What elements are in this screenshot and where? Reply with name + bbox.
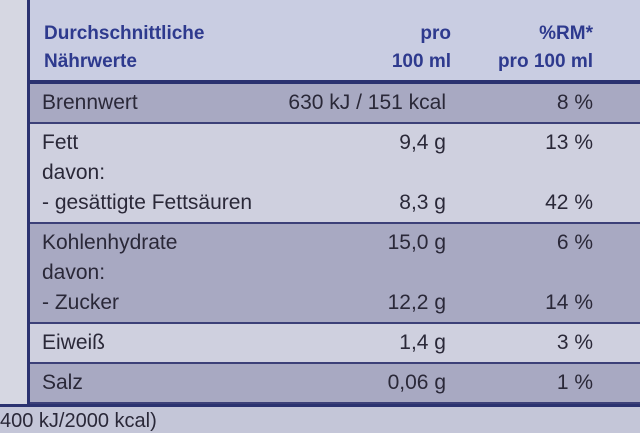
table-row: Salz 0,06 g 1 %	[30, 368, 640, 398]
amount-cell: 630 kJ / 151 kcal	[288, 91, 446, 114]
header-amount: pro 100 ml	[392, 20, 451, 76]
bottom-border	[0, 404, 640, 407]
nutrient-label: Eiweiß	[42, 331, 106, 354]
header-rdi: %RM* pro 100 ml	[498, 20, 593, 76]
amount-cell: 9,4 g	[399, 131, 446, 154]
nutrient-label: - Zucker	[42, 291, 120, 314]
amount-cell: 0,06 g	[387, 371, 446, 394]
table-row: Fett 9,4 g 13 %	[30, 128, 640, 158]
nutrient-label: davon:	[42, 261, 106, 284]
row-group: Fett 9,4 g 13 % davon: - gesättigte Fettsäur…	[30, 124, 640, 224]
rdi-cell: 14 %	[545, 291, 593, 314]
row-group: Brennwert 630 kJ / 151 kcal 8 %	[30, 84, 640, 124]
amount-cell: 8,3 g	[399, 191, 446, 214]
header-text: 100 ml	[391, 51, 451, 72]
rdi-cell: 6 %	[556, 231, 593, 254]
nutrition-table: Durchschnittliche Nährwerte pro 100 ml %RM…	[27, 0, 640, 404]
nutrient-label: Kohlenhydrate	[42, 231, 178, 254]
row-group: Eiweiß 1,4 g 3 %	[30, 324, 640, 364]
header-nutrients: Durchschnittliche Nährwerte	[44, 20, 204, 76]
table-row: Eiweiß 1,4 g 3 %	[30, 328, 640, 358]
rdi-cell: 42 %	[545, 191, 593, 214]
rdi-cell: 13 %	[545, 131, 593, 154]
nutrient-label: Brennwert	[42, 91, 138, 114]
header-text: %RM*	[539, 23, 593, 44]
row-group: Kohlenhydrate 15,0 g 6 % davon: - Zucker 12,2…	[30, 224, 640, 324]
table-row: - Zucker 12,2 g 14 %	[30, 288, 640, 318]
rdi-cell: 1 %	[556, 371, 593, 394]
header-text: Durchschnittliche	[44, 23, 205, 44]
rdi-cell: 3 %	[556, 331, 593, 354]
nutrient-label: davon:	[42, 161, 106, 184]
amount-cell: 1,4 g	[399, 331, 446, 354]
nutrient-label: Fett	[42, 131, 79, 154]
amount-cell: 15,0 g	[387, 231, 446, 254]
table-header: Durchschnittliche Nährwerte pro 100 ml %RM…	[30, 0, 640, 84]
table-row: davon:	[30, 258, 640, 288]
row-group: Salz 0,06 g 1 %	[30, 364, 640, 404]
table-row: Brennwert 630 kJ / 151 kcal 8 %	[30, 88, 640, 118]
footer-note: 400 kJ/2000 kcal)	[0, 410, 157, 432]
package-margin	[0, 0, 27, 404]
rdi-cell: 8 %	[556, 91, 593, 114]
table-row: davon:	[30, 158, 640, 188]
header-text: Nährwerte	[44, 51, 137, 72]
header-text: pro	[420, 23, 451, 44]
table-row: Kohlenhydrate 15,0 g 6 %	[30, 228, 640, 258]
amount-cell: 12,2 g	[387, 291, 446, 314]
nutrient-label: - gesättigte Fettsäuren	[42, 191, 253, 214]
nutrient-label: Salz	[42, 371, 83, 394]
header-text: pro 100 ml	[497, 51, 593, 72]
table-row: - gesättigte Fettsäuren 8,3 g 42 %	[30, 188, 640, 218]
